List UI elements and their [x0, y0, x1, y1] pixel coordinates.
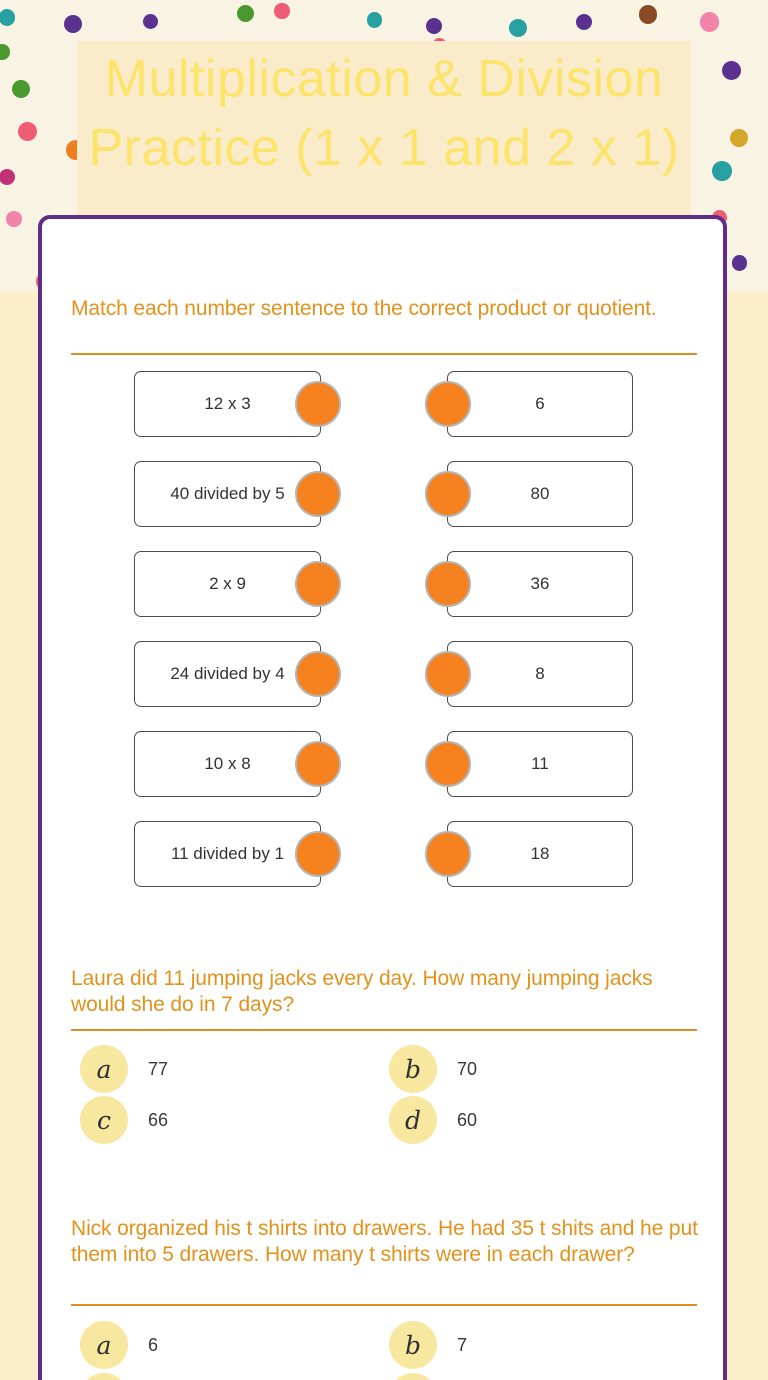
option-value: 66: [148, 1109, 169, 1130]
option-value: 60: [457, 1109, 478, 1130]
option-letter-badge: d: [389, 1096, 437, 1144]
match-row: 11 divided by 1 18: [134, 821, 656, 887]
match-left-label: 10 x 8: [204, 754, 251, 773]
polka-dot: [0, 44, 10, 60]
polka-dot: [721, 60, 742, 81]
polka-dot: [17, 122, 38, 142]
polka-dot: [274, 3, 290, 19]
prompt-underline: [71, 353, 697, 355]
answer-option[interactable]: b 70: [389, 1045, 477, 1093]
polka-dot: [508, 19, 527, 38]
option-value: 77: [148, 1058, 169, 1079]
match-area: 12 x 3 6 40 divided by 5 80 2 x 9: [134, 371, 656, 911]
option-letter-badge: b: [389, 1321, 437, 1369]
polka-dot: [63, 15, 83, 34]
mc-question-prompt: Nick organized his t shirts into drawers…: [71, 1217, 698, 1266]
answer-option[interactable]: c 66: [80, 1096, 168, 1144]
polka-dot: [5, 211, 22, 227]
match-right-item[interactable]: 36: [425, 551, 633, 617]
match-left-item[interactable]: 11 divided by 1: [134, 821, 341, 887]
polka-dot: [366, 12, 383, 28]
match-row: 10 x 8 11: [134, 731, 656, 797]
answer-option[interactable]: b 7: [389, 1321, 467, 1369]
match-row: 2 x 9 36: [134, 551, 656, 617]
match-left-label: 12 x 3: [204, 394, 251, 413]
match-left-item[interactable]: 40 divided by 5: [134, 461, 341, 527]
option-value: 70: [457, 1058, 478, 1079]
match-left-item[interactable]: 2 x 9: [134, 551, 341, 617]
match-right-label: 8: [535, 664, 545, 683]
match-row: 12 x 3 6: [134, 371, 656, 437]
option-value: 7: [457, 1334, 468, 1355]
option-letter-badge: [389, 1373, 437, 1380]
polka-dot: [142, 14, 158, 30]
answer-option[interactable]: d 60: [389, 1096, 477, 1144]
match-row: 24 divided by 4 8: [134, 641, 656, 707]
match-left-label: 40 divided by 5: [170, 484, 285, 503]
match-right-item[interactable]: 6: [425, 371, 633, 437]
polka-dot: [729, 129, 748, 148]
match-right-item[interactable]: 11: [425, 731, 633, 797]
match-connector-dot[interactable]: [295, 471, 341, 517]
match-row: 40 divided by 5 80: [134, 461, 656, 527]
option-letter-badge: a: [80, 1045, 128, 1093]
match-connector-dot[interactable]: [295, 651, 341, 697]
match-connector-dot[interactable]: [425, 561, 471, 607]
option-letter-badge: [80, 1373, 128, 1380]
match-right-label: 18: [530, 844, 550, 863]
polka-dot: [731, 255, 748, 272]
match-connector-dot[interactable]: [425, 651, 471, 697]
match-connector-dot[interactable]: [295, 561, 341, 607]
match-left-item[interactable]: 10 x 8: [134, 731, 341, 797]
prompt-underline: [71, 1304, 697, 1306]
match-right-label: 6: [535, 394, 545, 413]
option-value: 6: [148, 1334, 159, 1355]
prompt-underline: [71, 1029, 697, 1031]
match-right-label: 11: [531, 754, 549, 773]
page-title: Multiplication & Division Practice (1 x …: [88, 50, 680, 177]
match-right-item[interactable]: 80: [425, 461, 633, 527]
match-right-item[interactable]: 18: [425, 821, 633, 887]
match-left-item[interactable]: 24 divided by 4: [134, 641, 341, 707]
answer-option[interactable]: a 6: [80, 1321, 158, 1369]
match-connector-dot[interactable]: [295, 381, 341, 427]
option-letter-badge: b: [389, 1045, 437, 1093]
match-question-prompt: Match each number sentence to the correc…: [71, 297, 657, 320]
match-left-label: 11 divided by 1: [170, 844, 285, 863]
polka-dot: [0, 8, 16, 26]
polka-dot: [576, 13, 593, 30]
match-connector-dot[interactable]: [425, 831, 471, 877]
worksheet-card: Match each number sentence to the correc…: [38, 215, 727, 1380]
match-connector-dot[interactable]: [425, 381, 471, 427]
answer-option-partial[interactable]: [389, 1373, 437, 1380]
match-left-label: 24 divided by 4: [170, 664, 285, 683]
match-right-label: 80: [530, 484, 550, 503]
option-letter-badge: c: [80, 1096, 128, 1144]
match-left-item[interactable]: 12 x 3: [134, 371, 341, 437]
polka-dot: [712, 160, 733, 181]
match-connector-dot[interactable]: [425, 471, 471, 517]
polka-dot: [12, 79, 31, 98]
match-connector-dot[interactable]: [295, 831, 341, 877]
polka-dot: [0, 168, 16, 185]
match-left-label: 2 x 9: [209, 574, 246, 593]
mc-question-prompt: Laura did 11 jumping jacks every day. Ho…: [71, 967, 653, 1016]
match-right-label: 36: [530, 574, 550, 593]
polka-dot: [699, 12, 720, 32]
match-connector-dot[interactable]: [295, 741, 341, 787]
match-right-item[interactable]: 8: [425, 641, 633, 707]
answer-option-partial[interactable]: [80, 1373, 128, 1380]
polka-dot: [425, 17, 443, 35]
option-letter-badge: a: [80, 1321, 128, 1369]
polka-dot: [638, 5, 658, 24]
match-connector-dot[interactable]: [425, 741, 471, 787]
polka-dot: [236, 4, 255, 22]
answer-option[interactable]: a 77: [80, 1045, 168, 1093]
